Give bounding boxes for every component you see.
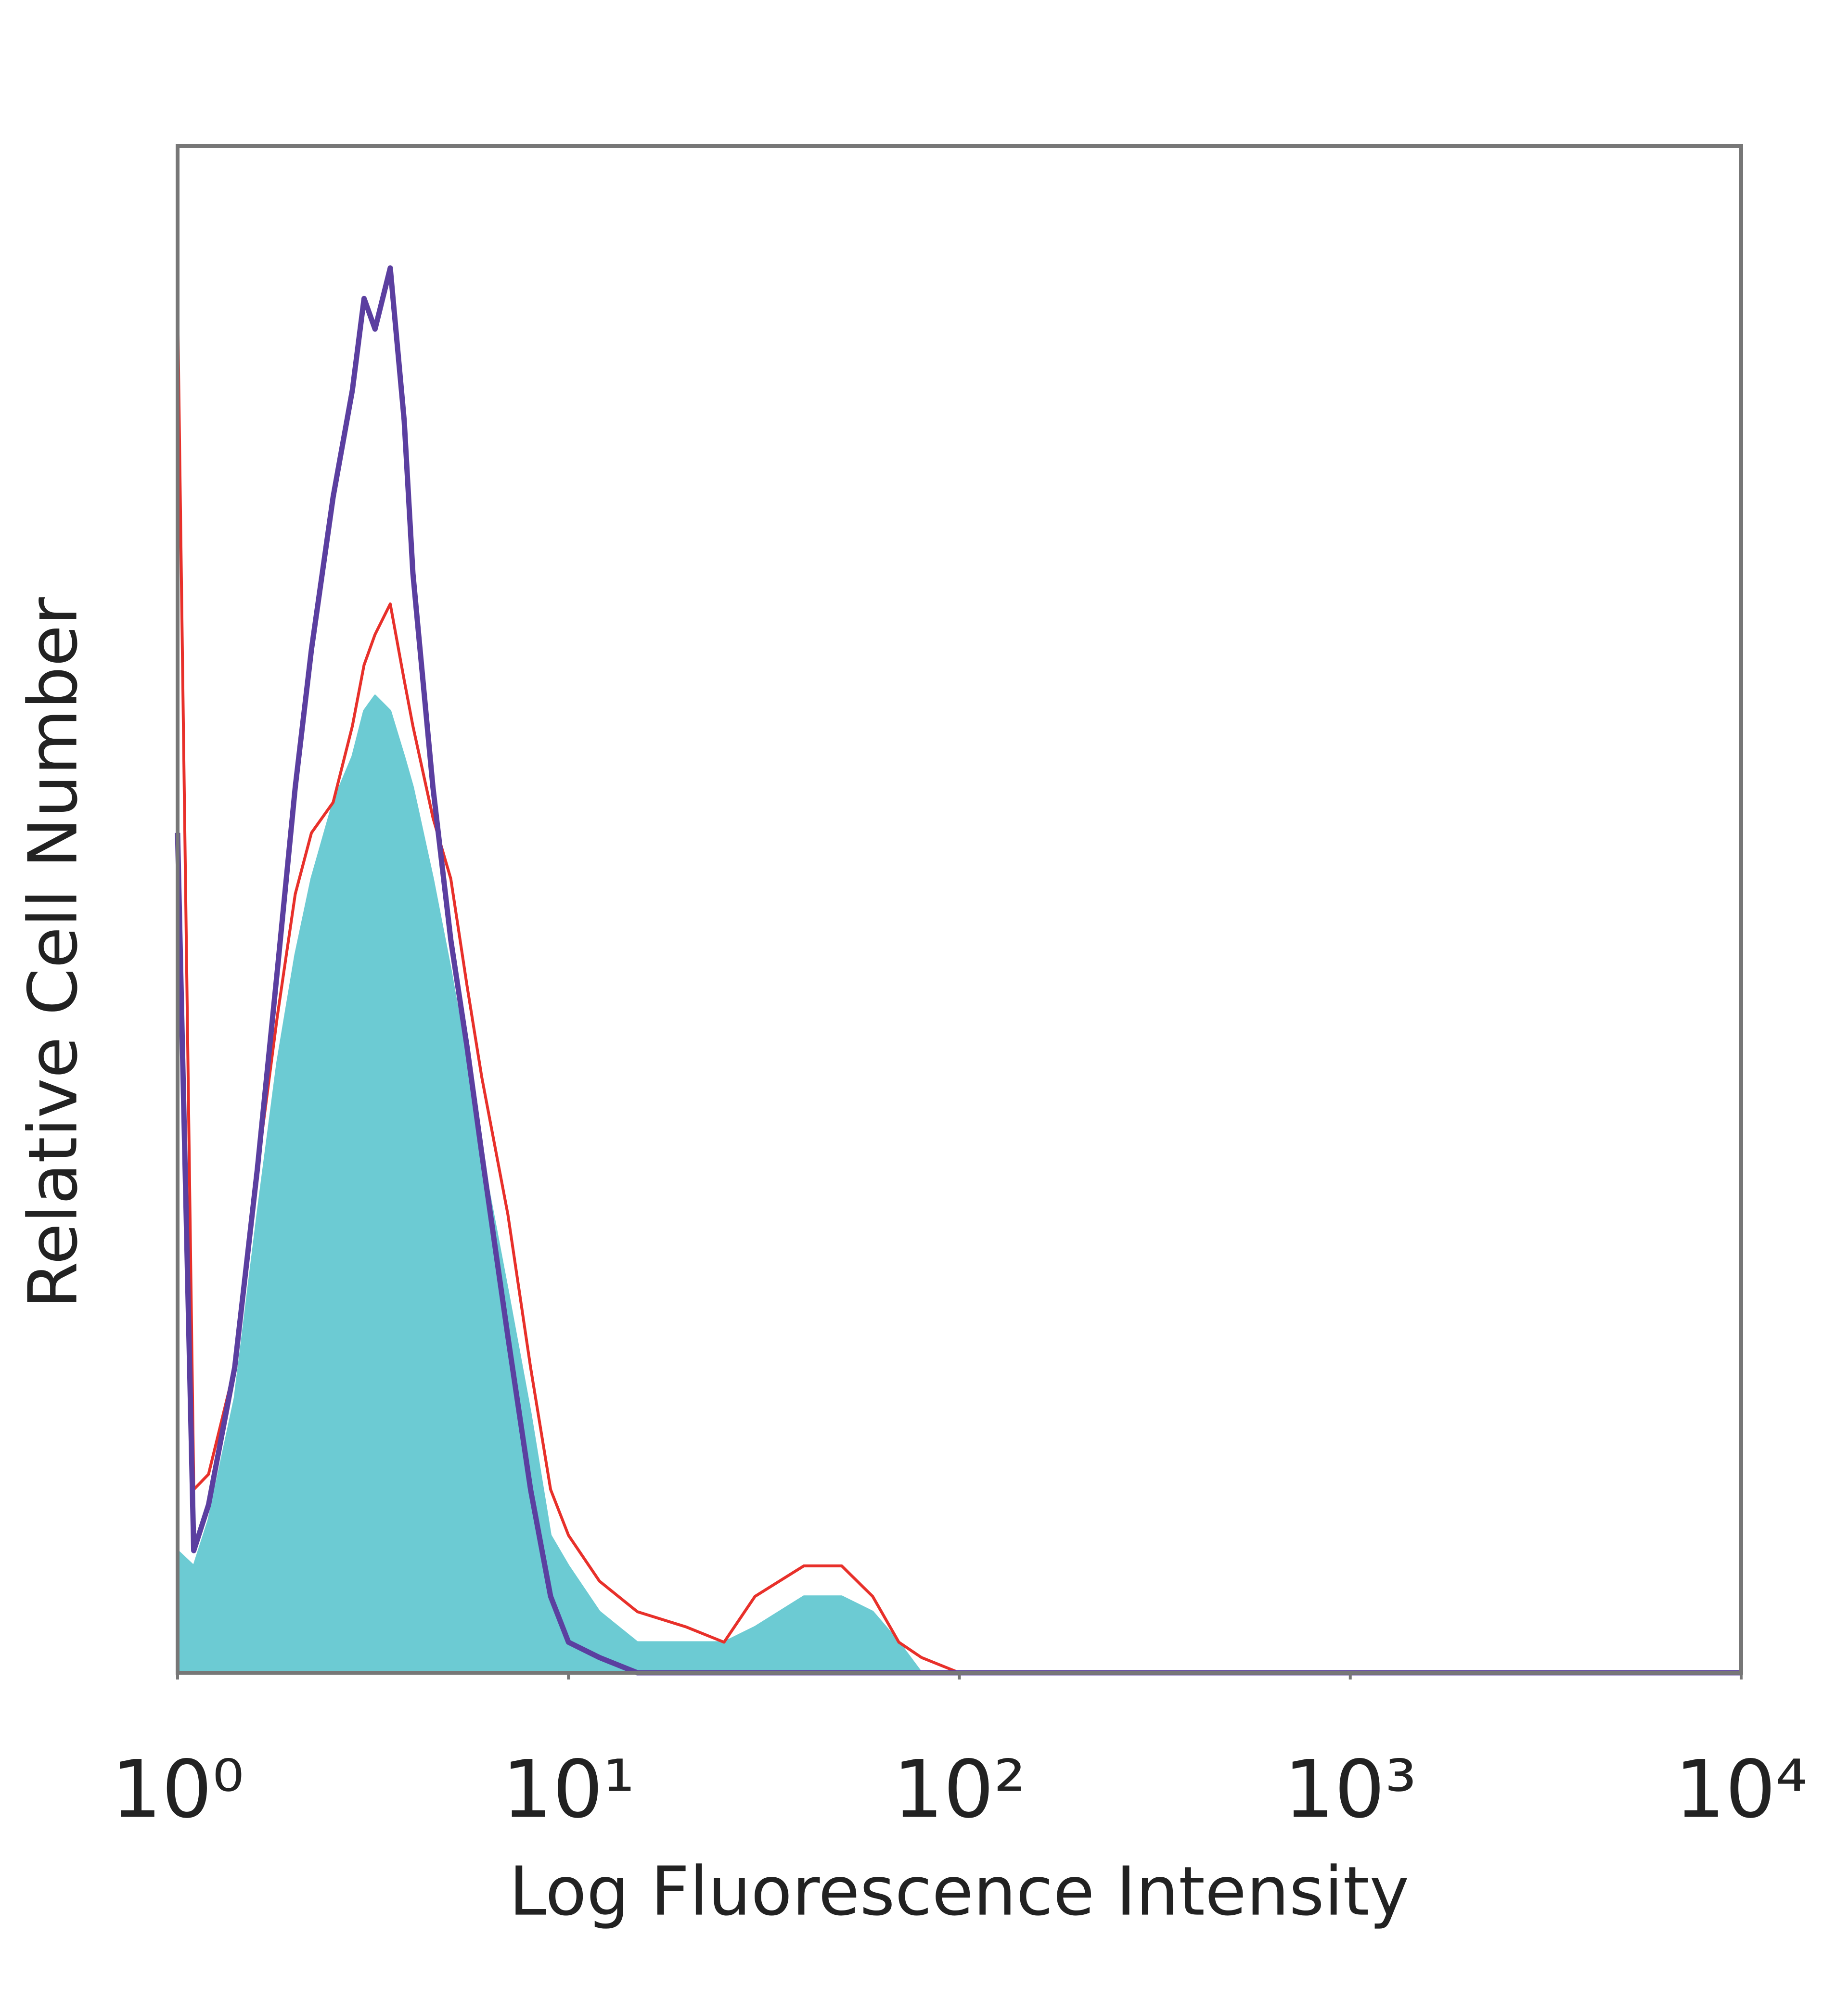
y-axis-label: Relative Cell Number: [14, 597, 93, 1308]
x-tick-label: 10⁴: [1675, 1743, 1808, 1835]
x-tick-label: 10¹: [502, 1743, 635, 1835]
area-fill: [178, 695, 1741, 1673]
x-tick-label: 10³: [1284, 1743, 1417, 1835]
histogram-line: [176, 298, 1741, 1674]
x-axis-label: Log Fluorescence Intensity: [509, 1853, 1410, 1931]
x-tick-label: 10²: [893, 1743, 1026, 1835]
x-tick-label: 10⁰: [111, 1743, 244, 1835]
